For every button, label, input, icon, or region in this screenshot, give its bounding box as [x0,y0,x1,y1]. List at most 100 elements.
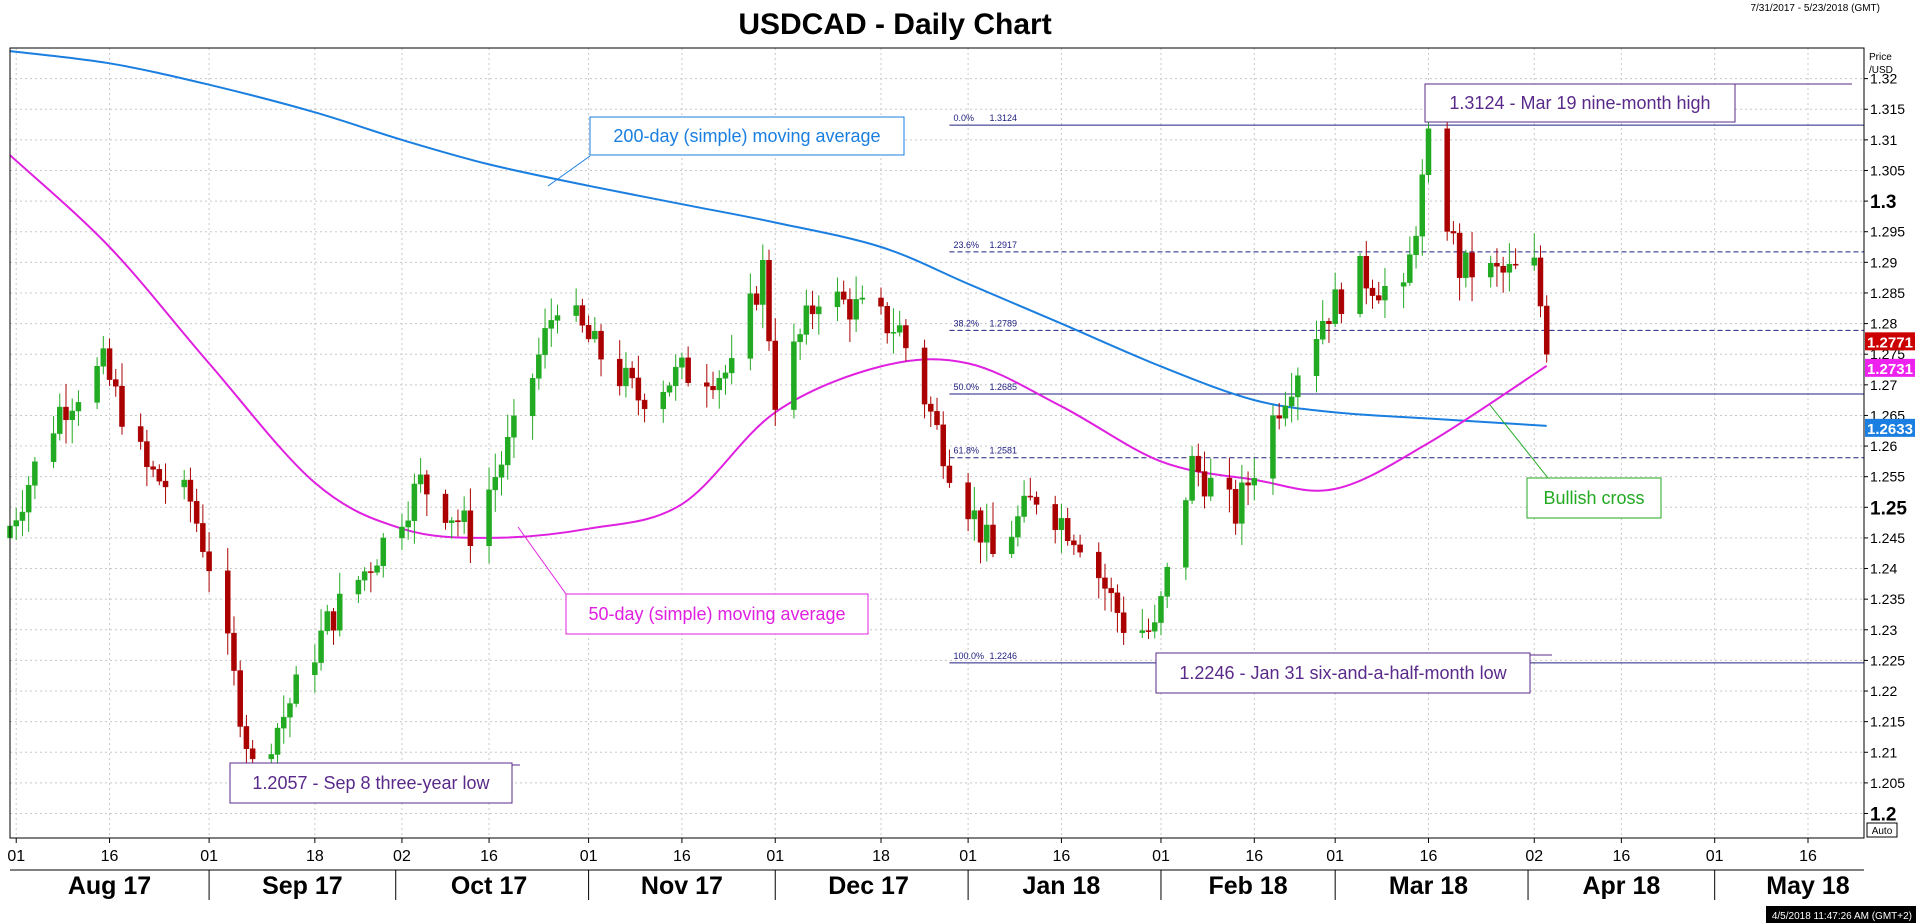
candle-down [1375,295,1382,301]
fib-value-label: 1.3124 [989,113,1017,123]
annotation-high-text: 1.3124 - Mar 19 nine-month high [1449,93,1710,113]
candle-down [753,293,760,305]
candle-down [940,424,946,467]
candle-down [710,386,716,391]
candle-up [984,524,990,543]
candle-up [791,341,797,410]
month-label: Aug 17 [68,872,151,900]
candle-up [1413,235,1419,255]
candle-down [704,382,710,387]
candle-down [206,551,212,572]
candle-down [1363,256,1370,289]
x-tick-label: 01 [1706,848,1724,865]
candle-up [280,716,287,729]
candle-down [772,340,778,410]
candle-up [716,378,722,391]
candle-up [1425,128,1432,176]
candle-up [1251,478,1258,486]
candle-up [1463,252,1469,278]
y-tick-label: 1.315 [1870,101,1905,117]
auto-scale-button[interactable] [1866,822,1898,838]
candle-down [585,324,592,340]
grid [10,48,1864,838]
x-tick-label: 02 [393,848,411,865]
month-label: Nov 17 [641,872,723,900]
candle-up [492,477,499,491]
candle-down [1145,630,1152,632]
candle-down [119,385,125,427]
x-tick-label: 01 [1326,848,1344,865]
candle-down [368,571,374,573]
candle-up [1158,596,1164,623]
y-tick-label: 1.295 [1870,224,1905,240]
candle-up [380,537,387,567]
candle-down [629,367,635,379]
candle-up [361,571,368,581]
annotation-cross-text: Bullish cross [1543,488,1644,508]
candle-down [616,358,623,387]
candle-down [1543,305,1550,355]
y-tick-label: 1.2 [1870,805,1896,826]
candle-down [884,306,890,334]
annotation-ma50-text: 50-day (simple) moving average [588,604,845,624]
candle-up [1239,482,1245,524]
candle-up [722,372,729,379]
candle-up [1164,567,1170,597]
fib-value-label: 1.2685 [989,382,1017,392]
price-tag-label: 1.2633 [1867,421,1913,438]
candle-up [268,754,275,760]
moving-averages [9,50,1548,539]
auto-scale-label: Auto [1872,826,1893,837]
annotation-ma200: 200-day (simple) moving average [547,116,905,187]
candle-down [1456,232,1463,278]
candle-up [529,378,536,417]
month-label: May 18 [1766,872,1849,900]
fib-pct-label: 100.0% [953,651,984,661]
candle-down [150,466,156,470]
month-label: Dec 17 [828,872,909,900]
candle-up [1139,630,1146,633]
candle-up [1531,257,1538,266]
x-tick-label: 16 [1612,848,1630,865]
candle-down [635,377,642,401]
candle-up [1008,536,1015,554]
candle-down [1033,496,1040,505]
x-tick-label: 16 [1245,848,1263,865]
candle-down [1469,252,1475,278]
candle-up [32,461,38,486]
price-tag-bg [1865,358,1915,377]
candle-down [685,357,691,383]
candle-up [1183,500,1189,568]
candle-up [536,354,542,379]
fib-value-label: 1.2789 [989,318,1017,328]
candle-up [1152,622,1158,632]
candle-down [63,406,69,420]
candle-down [467,510,474,547]
month-label: Feb 18 [1208,872,1287,900]
y-tick-label: 1.28 [1870,316,1897,332]
candle-down [1064,518,1071,542]
x-tick-label: 01 [200,848,218,865]
candle-down [1071,540,1077,546]
annotation-low-sep: 1.2057 - Sep 8 three-year low [229,762,520,804]
candle-up [542,328,548,356]
candle-up [504,437,511,466]
candle-down [1326,321,1332,325]
candle-up [816,306,822,315]
candle-up [448,520,455,523]
candle-up [1332,289,1338,325]
candle-down [237,670,243,727]
candle-down [144,441,150,468]
y-tick-label: 1.21 [1870,744,1897,760]
candle-down [1500,265,1506,273]
candle-up [760,259,766,305]
candle-down [113,379,119,387]
candle-down [1114,592,1121,613]
candle-up [679,357,685,368]
candle-down [330,611,337,631]
x-tick-label: 18 [872,848,890,865]
x-tick-label: 01 [1152,848,1170,865]
price-tag-label: 1.2771 [1867,334,1913,351]
candle-down [847,299,853,320]
candle-up [672,366,679,387]
